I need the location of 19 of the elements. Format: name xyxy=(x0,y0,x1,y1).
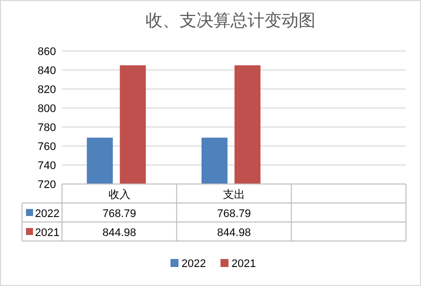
y-tick-label: 860 xyxy=(38,46,56,58)
y-tick-label: 820 xyxy=(38,84,56,96)
y-tick-label: 780 xyxy=(38,122,56,134)
data-label: 768.79 xyxy=(102,208,136,220)
chart-title: 收、支决算总计变动图 xyxy=(146,11,316,30)
y-tick-label: 740 xyxy=(38,160,56,172)
data-label: 768.79 xyxy=(217,208,251,220)
legend-label: 2022 xyxy=(35,208,60,220)
data-label: 844.98 xyxy=(102,227,136,239)
y-tick-label: 720 xyxy=(38,179,56,191)
text: 2022 xyxy=(182,258,206,270)
legend-label: 2021 xyxy=(232,258,256,270)
data-label: 844.98 xyxy=(217,227,251,239)
x-tick-label: 支出 xyxy=(223,188,245,201)
x-tick-label: 收入 xyxy=(108,188,130,201)
y-tick-label: 800 xyxy=(38,103,56,115)
y-tick-label: 760 xyxy=(38,141,56,153)
text: 2021 xyxy=(35,227,60,239)
y-tick-label: 840 xyxy=(38,65,56,77)
